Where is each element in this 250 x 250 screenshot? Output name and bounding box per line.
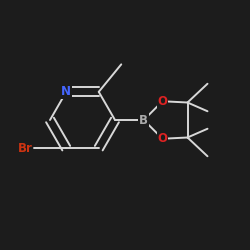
Text: O: O bbox=[158, 95, 168, 108]
Text: Br: Br bbox=[18, 142, 32, 155]
Text: N: N bbox=[61, 85, 71, 98]
Text: B: B bbox=[139, 114, 148, 126]
Text: O: O bbox=[158, 132, 168, 145]
